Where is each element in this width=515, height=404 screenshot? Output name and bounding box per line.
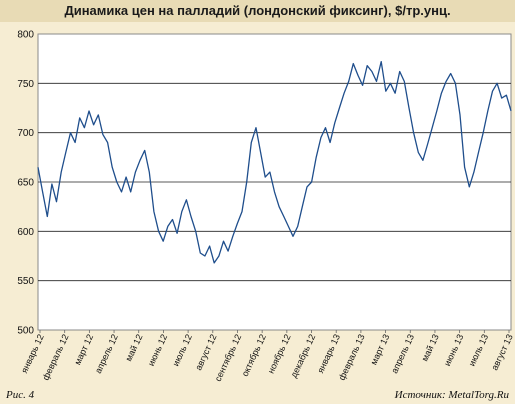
y-tick-label: 700	[17, 128, 34, 139]
x-tick-label: март 13	[369, 333, 392, 367]
x-tick-label: июнь 13	[442, 333, 465, 368]
x-tick-label: январь 12	[19, 333, 46, 375]
x-tick-label: февраль 12	[40, 333, 70, 382]
source-note: Источник: MetalTorg.Ru	[394, 389, 509, 401]
y-tick-label: 800	[17, 30, 34, 41]
series-line	[37, 60, 512, 264]
chart-title: Динамика цен на палладий (лондонский фик…	[0, 0, 515, 22]
x-tick-label: апрель 13	[389, 333, 416, 375]
x-tick-label: январь 13	[315, 333, 342, 375]
y-tick-label: 500	[17, 326, 34, 337]
x-tick-label: август 12	[193, 333, 218, 372]
y-tick-label: 550	[17, 276, 34, 287]
x-tick-label: сентябрь 12	[213, 333, 244, 383]
x-tick-label: август 13	[489, 333, 514, 372]
x-tick-label: октябрь 12	[240, 333, 268, 378]
x-tick-label: май 13	[420, 333, 441, 363]
x-tick-label: март 12	[72, 333, 95, 367]
chart-footer: Рис. 4 Источник: MetalTorg.Ru	[0, 388, 515, 404]
y-tick-label: 750	[17, 79, 34, 90]
x-tick-label: июнь 12	[146, 333, 169, 368]
x-tick-label: май 12	[123, 333, 144, 363]
x-tick-label: июль 12	[170, 333, 193, 368]
y-axis-ticks: 500 550 600 650 700 750 800	[17, 30, 34, 337]
y-tick-label: 600	[17, 227, 34, 238]
x-tick-label: апрель 12	[93, 333, 120, 375]
x-tick-label: июль 13	[467, 333, 490, 368]
y-tick-label: 650	[17, 178, 34, 189]
figure-label: Рис. 4	[6, 389, 35, 401]
x-tick-label: декабрь 12	[289, 333, 318, 380]
x-tick-label: февраль 13	[337, 333, 367, 382]
x-tick-label: ноябрь 12	[266, 333, 293, 375]
